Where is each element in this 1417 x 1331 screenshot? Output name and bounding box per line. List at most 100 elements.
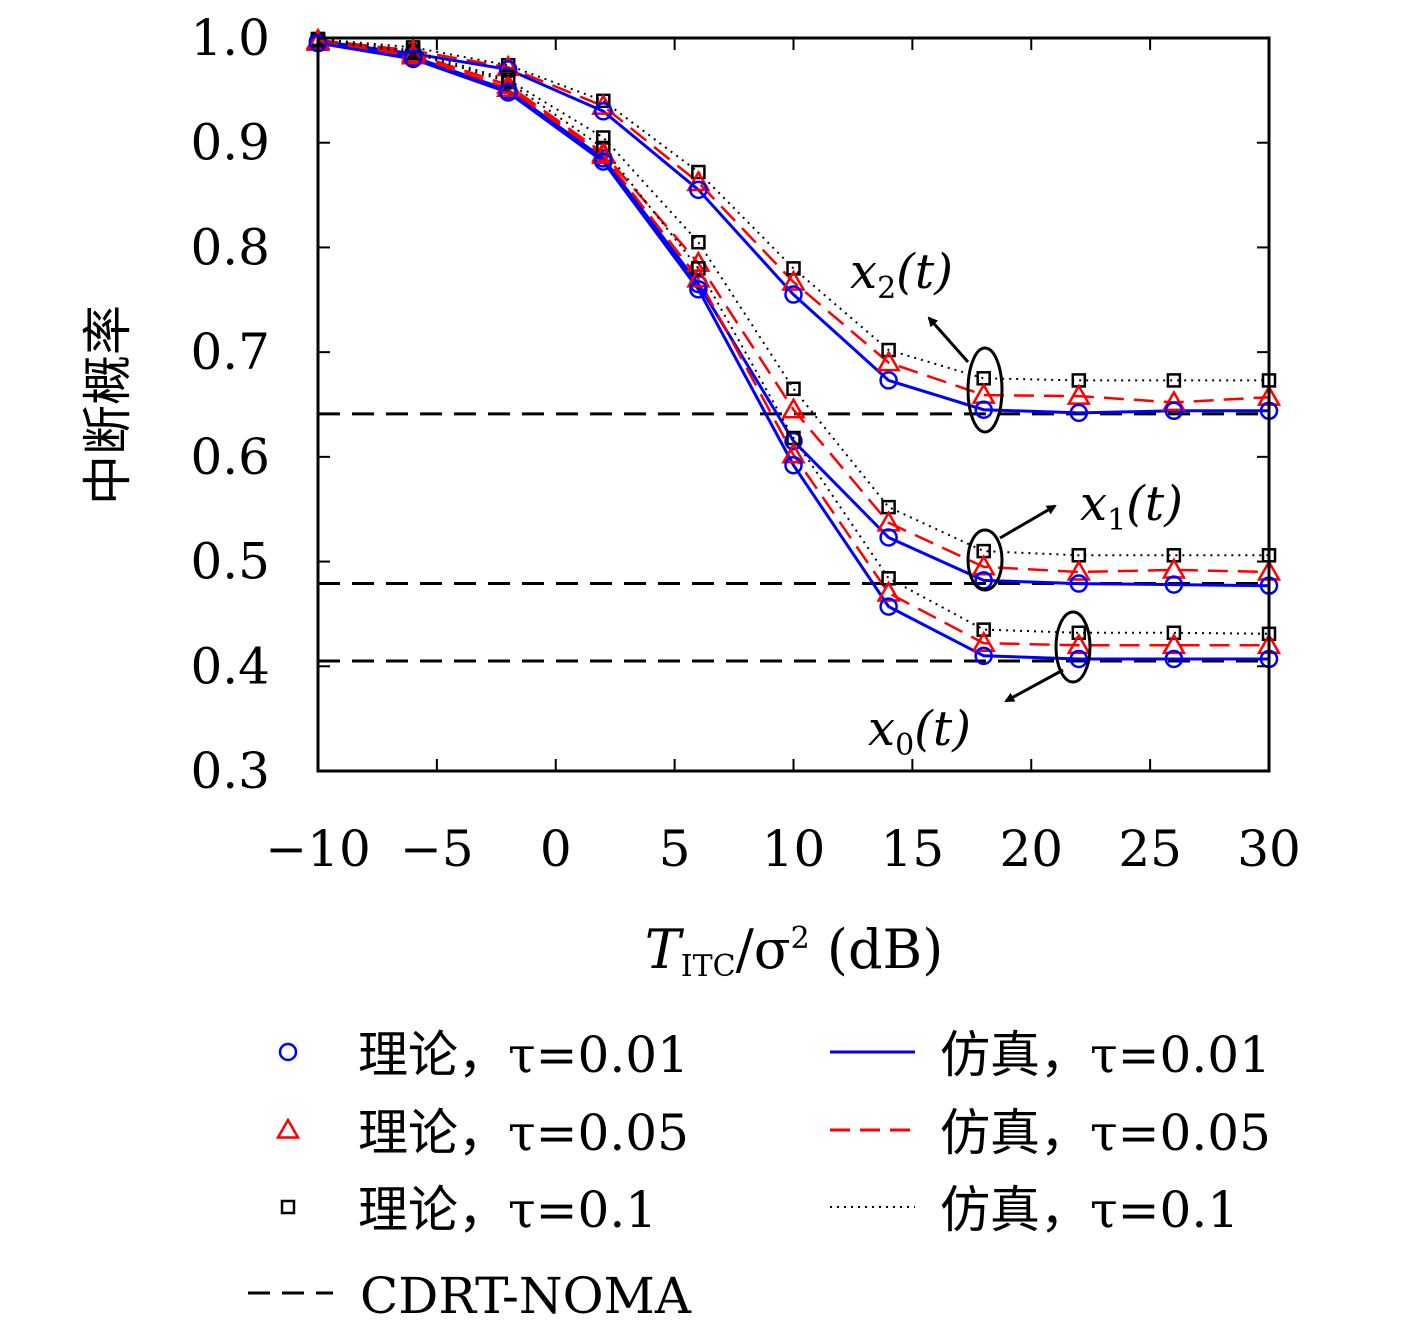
theory-point-x0-tau_0.01 <box>403 49 423 69</box>
theory-point-x2-tau_0.01 <box>594 102 613 121</box>
sim-line-x2-tau_0.05 <box>317 38 1270 404</box>
theory-point-x0-tau_0.01 <box>1164 649 1184 669</box>
sim-line-x1-tau_0.05 <box>317 39 1270 574</box>
theory-point-x2-tau_0.05 <box>971 382 996 404</box>
x-tick-label: 25 <box>1118 820 1182 878</box>
legend-item: 理论，τ=0.1 <box>280 1181 657 1239</box>
theory-point-x2-tau_0.1 <box>691 164 706 180</box>
sim-line-x2-tau_0.1 <box>317 38 1269 382</box>
theory-point-x2-tau_0.01 <box>1069 403 1089 423</box>
theory-point-x1-tau_0.05 <box>1161 557 1187 579</box>
theory-point-x1-tau_0.05 <box>876 510 901 532</box>
theory-point-x0-tau_0.01 <box>594 152 613 171</box>
x-tick-label: −10 <box>265 820 371 878</box>
theory-markers <box>305 27 1282 669</box>
arrow-x2 <box>927 316 970 363</box>
annotations: x2(t) x1(t) x0(t) <box>850 244 1183 763</box>
theory-point-x2-tau_0.01 <box>784 285 803 304</box>
y-tick-label: 0.3 <box>190 742 270 800</box>
ellipse-x2 <box>966 346 1004 434</box>
x-tick-label: 30 <box>1237 820 1301 878</box>
sim-line-x2-tau_0.01 <box>317 39 1269 415</box>
legend-label: CDRT-NOMA <box>360 1267 692 1325</box>
annotation-x2: x2(t) <box>850 244 953 306</box>
theory-point-x2-tau_0.01 <box>974 400 993 419</box>
sim-line-x0-tau_0.05 <box>317 40 1269 647</box>
theory-point-x1-tau_0.01 <box>1164 575 1184 594</box>
legend: 理论，τ=0.01 仿真，τ=0.01 理论，τ=0.05 仿真，τ=0.05 理论，τ… <box>248 1026 1271 1325</box>
y-tick-label: 0.7 <box>190 323 270 381</box>
legend-symbol <box>275 1117 301 1139</box>
y-tick-label: 0.9 <box>190 114 270 172</box>
theory-point-x0-tau_0.01 <box>784 455 803 475</box>
theory-point-x2-tau_0.1 <box>1166 373 1182 388</box>
legend-label: 理论，τ=0.05 <box>358 1104 689 1162</box>
theory-point-x1-tau_0.01 <box>879 528 898 547</box>
legend-label: 仿真，τ=0.05 <box>940 1104 1271 1162</box>
x-tick-label: 10 <box>762 820 826 878</box>
theory-point-x0-tau_0.05 <box>971 630 996 652</box>
theory-point-x0-tau_0.01 <box>974 646 993 666</box>
legend-item: 理论，τ=0.05 <box>275 1104 689 1162</box>
x-tick-label: 0 <box>540 820 572 878</box>
x-axis-label: TITC/σ2 (dB) <box>645 918 944 984</box>
theory-point-x0-tau_0.01 <box>689 280 708 299</box>
theory-point-x0-tau_0.05 <box>686 266 711 288</box>
theory-point-x0-tau_0.1 <box>691 261 706 276</box>
annotation-x0: x0(t) <box>868 701 971 763</box>
legend-symbol <box>280 1199 296 1215</box>
legend-item: 仿真，τ=0.1 <box>830 1181 1239 1239</box>
y-tick-label: 0.6 <box>190 428 270 486</box>
legend-label: 理论，τ=0.01 <box>358 1026 689 1084</box>
theory-point-x2-tau_0.05 <box>686 169 711 192</box>
theory-point-x1-tau_0.05 <box>971 554 996 576</box>
theory-point-x0-tau_0.05 <box>876 580 901 602</box>
theory-point-x1-tau_0.1 <box>691 234 706 250</box>
theory-point-x2-tau_0.01 <box>689 180 708 200</box>
theory-point-x0-tau_0.01 <box>879 597 898 616</box>
legend-item: 仿真，τ=0.01 <box>830 1026 1271 1084</box>
theory-point-x0-tau_0.1 <box>1166 625 1182 641</box>
legend-symbol <box>278 1042 298 1062</box>
theory-point-x0-tau_0.05 <box>1066 632 1091 655</box>
axes: −10 −5 0 5 10 15 20 25 30 0.3 0.4 0.5 0.6 0.7 0.8 0.9 1.… <box>190 9 1300 878</box>
theory-point-x0-tau_0.05 <box>400 43 426 65</box>
theory-point-x1-tau_0.05 <box>1066 559 1091 581</box>
ellipse-x0 <box>1054 610 1092 684</box>
y-tick-label: 0.8 <box>190 218 270 276</box>
theory-point-x2-tau_0.01 <box>1164 401 1184 421</box>
arrow-x1 <box>999 504 1057 540</box>
arrow-x0 <box>1004 668 1064 703</box>
theory-point-x0-tau_0.05 <box>1161 632 1187 655</box>
sim-line-x0-tau_0.1 <box>317 39 1270 635</box>
theory-point-x0-tau_0.01 <box>498 83 518 102</box>
theory-point-x2-tau_0.05 <box>876 350 901 372</box>
y-tick-label: 1.0 <box>190 9 270 67</box>
theory-point-x0-tau_0.01 <box>1069 649 1089 669</box>
x-tick-label: 20 <box>999 820 1063 878</box>
y-axis-label: 中断概率 <box>79 305 137 505</box>
legend-label: 仿真，τ=0.01 <box>940 1026 1271 1084</box>
x-tick-label: 15 <box>881 820 945 878</box>
x-tick-label: 5 <box>659 820 691 878</box>
simulation-lines <box>317 38 1270 661</box>
x-tick-label: −5 <box>400 820 474 878</box>
theory-point-x2-tau_0.05 <box>781 269 806 291</box>
legend-label: 仿真，τ=0.1 <box>940 1181 1239 1239</box>
annotation-x1: x1(t) <box>1080 476 1183 538</box>
theory-point-x1-tau_0.05 <box>781 397 806 419</box>
theory-point-x0-tau_0.1 <box>1071 625 1087 641</box>
theory-point-x1-tau_0.01 <box>1069 574 1089 593</box>
theory-point-x2-tau_0.1 <box>881 342 896 358</box>
theory-point-x0-tau_0.05 <box>781 442 806 464</box>
theory-point-x2-tau_0.05 <box>1161 389 1187 412</box>
theory-point-x2-tau_0.1 <box>976 371 991 386</box>
sim-line-x1-tau_0.01 <box>317 40 1270 588</box>
y-tick-label: 0.4 <box>190 637 270 695</box>
theory-point-x2-tau_0.01 <box>879 371 898 390</box>
legend-label: 理论，τ=0.1 <box>358 1181 657 1239</box>
sim-line-x0-tau_0.01 <box>317 41 1269 661</box>
legend-item: 理论，τ=0.01 <box>278 1026 689 1084</box>
legend-item: 仿真，τ=0.05 <box>830 1104 1271 1162</box>
